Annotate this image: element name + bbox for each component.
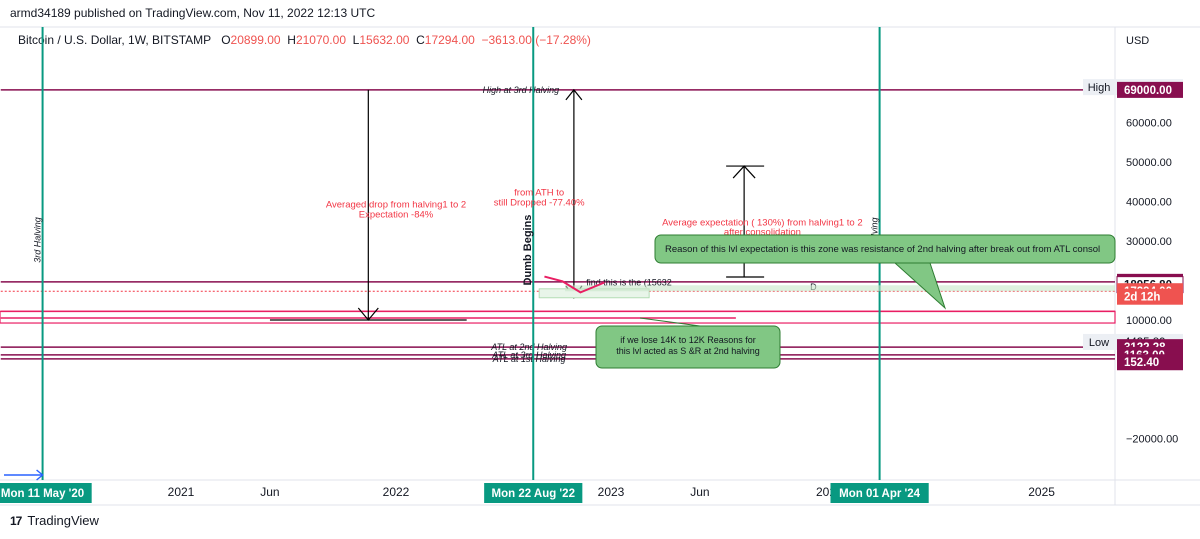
- x-highlight-box-0: [0, 483, 92, 503]
- price-label-box-1: [1117, 81, 1183, 98]
- low-value: 15632.00: [359, 33, 410, 47]
- pink-zone: [0, 310, 1116, 324]
- annotation-4: Average expectation ( 130%) from halving…: [662, 217, 863, 228]
- vertical-marker-label-1: Dumb Begins: [522, 215, 534, 286]
- x-tick-label-4: 2023: [598, 485, 625, 499]
- y-tick-label-1: 50000.00: [1126, 157, 1172, 169]
- x-tick-label-0: 2021: [168, 485, 195, 499]
- annotation-0: from ATH to: [514, 188, 564, 199]
- x-highlight-box-2: [830, 483, 929, 503]
- high-label: H: [287, 33, 296, 47]
- x-highlight-label-1: Mon 22 Aug '22: [492, 488, 575, 500]
- price-tag-box-0: [1083, 79, 1117, 96]
- y-tick-label-2: 40000.00: [1126, 197, 1172, 209]
- callout-pointer-1: [639, 317, 701, 327]
- price-label-box-9: [1117, 354, 1183, 371]
- halving-arrow-icon: [36, 469, 44, 481]
- low-label: L: [352, 33, 360, 47]
- support-band: [565, 285, 1115, 292]
- currency-label: USD: [1126, 35, 1149, 47]
- high-value: 21070.00: [295, 33, 346, 47]
- x-tick-label-1: Jun: [260, 485, 279, 499]
- open-label: O: [221, 33, 231, 47]
- callout-text-2: this lvl acted as S &R at 2nd halving: [616, 346, 760, 356]
- symbol-legend: Bitcoin / U.S. Dollar, 1W, BITSTAMP O208…: [18, 33, 591, 47]
- callout-text-1: if we lose 14K to 12K Reasons for: [620, 335, 756, 345]
- close-label: C: [416, 33, 425, 47]
- x-highlight-label-0: Mon 11 May '20: [1, 488, 84, 500]
- small-label-0: find this is the (15632: [586, 277, 672, 287]
- ath-arrow-head-icon: [565, 88, 583, 101]
- level-label-5: ATL at 2nd Halving: [490, 342, 567, 352]
- y-tick-label-5: −20000.00: [1126, 433, 1178, 445]
- annotation-1: still Dropped -77.40%: [494, 198, 585, 209]
- footer-brand: TradingView: [27, 513, 99, 528]
- close-value: 17294.00: [424, 33, 475, 47]
- change-value: −3613.00 (−17.28%): [481, 33, 591, 47]
- y-tick-label-0: 60000.00: [1126, 118, 1172, 130]
- price-label-box-5: [1117, 288, 1183, 305]
- symbol-name: Bitcoin / U.S. Dollar, 1W, BITSTAMP: [18, 33, 212, 47]
- footer-branding: 17 TradingView: [10, 513, 99, 528]
- y-tick-label-3: 30000.00: [1126, 236, 1172, 248]
- price-tag-box-6: [1083, 333, 1117, 350]
- x-tick-label-7: 2025: [1028, 485, 1055, 499]
- tradingview-logo-icon: 17: [10, 513, 22, 528]
- price-tag-label-6: Low: [1089, 337, 1109, 349]
- callout-pointer-0: [893, 262, 947, 310]
- x-highlight-box-1: [484, 483, 583, 503]
- price-tag-label-0: High: [1088, 82, 1111, 94]
- vertical-marker-label-0: 3rd Halving: [33, 217, 43, 263]
- y-tick-label-4: 10000.00: [1126, 315, 1172, 327]
- callout-box-0: [654, 234, 1116, 264]
- annotation-3: Expectation -84%: [359, 209, 434, 220]
- price-label-value-5: 2d 12h: [1124, 292, 1160, 304]
- x-tick-label-5: Jun: [690, 485, 709, 499]
- open-value: 20899.00: [230, 33, 281, 47]
- level-label-7: ATL at 1st Halving: [492, 354, 566, 364]
- price-label-value-9: 152.40: [1124, 357, 1159, 369]
- callout-text-0: Reason of this lvl expectation is this z…: [665, 244, 1100, 255]
- level-label-6: ATL at 3rd Halving: [491, 350, 566, 360]
- x-tick-label-2: 2022: [383, 485, 410, 499]
- level-label-0: High at 3rd Halving: [483, 85, 560, 95]
- annotation-5: after consolidation: [724, 227, 801, 238]
- annotation-2: Averaged drop from halving1 to 2: [326, 200, 466, 211]
- x-highlight-label-2: Mon 01 Apr '24: [839, 488, 921, 500]
- price-label-value-1: 69000.00: [1124, 85, 1172, 97]
- publisher-line: armd34189 published on TradingView.com, …: [10, 6, 376, 20]
- callout-box-1: [595, 325, 781, 369]
- projection-zigzag: [544, 275, 605, 294]
